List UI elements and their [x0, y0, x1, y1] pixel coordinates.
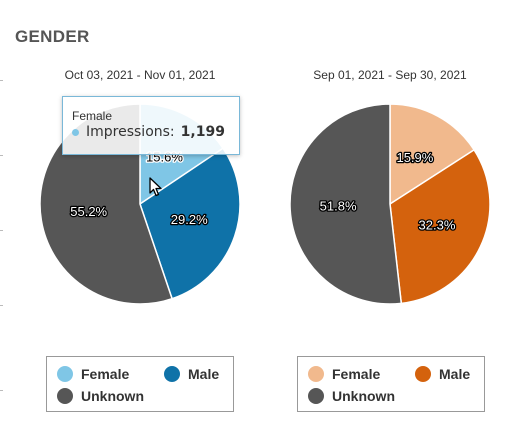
pie-slice-female[interactable] — [389, 103, 476, 206]
tooltip-row: Impressions: 1,199 — [72, 124, 225, 140]
legend-swatch-unknown — [308, 388, 324, 404]
chart-title: Oct 03, 2021 - Nov 01, 2021 — [64, 68, 216, 82]
tooltip-series-dot — [72, 128, 79, 136]
legend-label-unknown: Unknown — [81, 388, 144, 404]
pie-slice-unknown[interactable] — [289, 103, 403, 305]
legend-swatch-male — [415, 366, 431, 382]
left-edge-marks — [0, 60, 4, 410]
slice-label-unknown: 55.2% — [70, 204, 107, 219]
legend-label-female: Female — [81, 366, 130, 382]
legend-item-male[interactable]: Male — [164, 366, 219, 382]
legend-swatch-female — [308, 366, 324, 382]
legend-item-unknown[interactable]: Unknown — [308, 388, 395, 404]
section-title: GENDER — [15, 27, 90, 46]
legend-item-male[interactable]: Male — [415, 366, 470, 382]
tooltip-metric-label: Impressions: — [86, 124, 175, 140]
legend-label-male: Male — [439, 366, 471, 382]
chart-panel-previous: Sep 01, 2021 - Sep 30, 2021 15.9% 32.3% 51… — [270, 60, 509, 420]
legend-label-male: Male — [188, 366, 220, 382]
slice-label-male: 32.3% — [419, 218, 456, 233]
chart-legend: Female Male Unknown — [297, 356, 485, 412]
chart-tooltip: Female Impressions: 1,199 — [62, 96, 240, 155]
pie-chart-previous[interactable]: 15.9% 32.3% 51.8% — [270, 87, 509, 337]
legend-swatch-male — [164, 366, 180, 382]
legend-label-unknown: Unknown — [332, 388, 395, 404]
legend-item-female[interactable]: Female — [57, 366, 129, 382]
pie-slice-male[interactable] — [389, 148, 491, 305]
legend-item-female[interactable]: Female — [308, 366, 380, 382]
legend-swatch-female — [57, 366, 73, 382]
slice-label-male: 29.2% — [171, 212, 208, 227]
pie-slice-male[interactable] — [139, 147, 241, 300]
chart-legend: Female Male Unknown — [46, 356, 234, 412]
slice-label-unknown: 51.8% — [320, 198, 357, 213]
slice-label-female: 15.9% — [396, 150, 433, 165]
legend-swatch-unknown — [57, 388, 73, 404]
chart-title: Sep 01, 2021 - Sep 30, 2021 — [313, 68, 467, 82]
arrow-cursor-icon — [149, 177, 162, 197]
legend-item-unknown[interactable]: Unknown — [57, 388, 144, 404]
tooltip-title: Female — [72, 109, 113, 123]
legend-label-female: Female — [332, 366, 381, 382]
tooltip-metric-value: 1,199 — [180, 124, 225, 140]
